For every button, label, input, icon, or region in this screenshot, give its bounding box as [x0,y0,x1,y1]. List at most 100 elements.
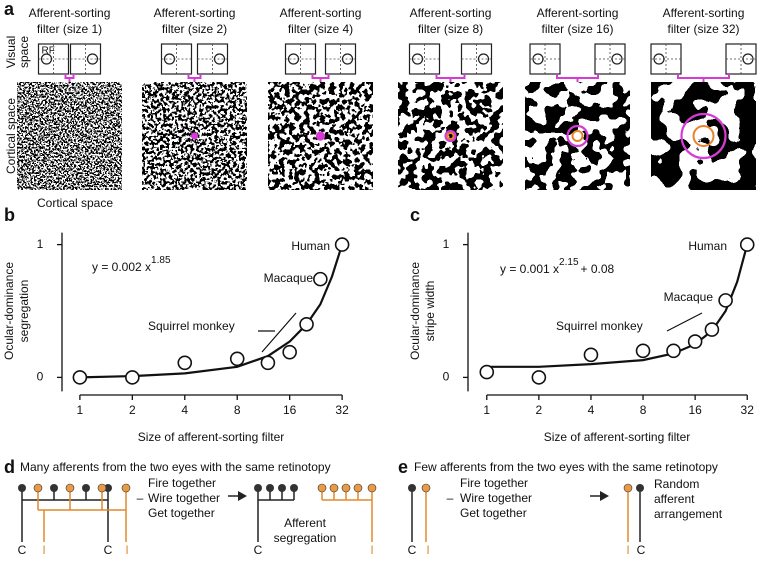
cortical-space-label: Cortical space [4,98,18,174]
data-point [125,370,140,385]
species-label: Human [291,239,330,253]
equation-text: y = 0.002 x [92,260,151,274]
x-tick-label: 2 [536,403,543,417]
rf-cross [726,44,756,74]
equation-text: y = 0.001 x [500,262,559,276]
panel-title: Many afferents from the two eyes with th… [20,460,331,474]
rf-cross [409,44,440,74]
x-tick-label: 8 [640,403,647,417]
eye-label: C [408,543,417,557]
filter-title: Afferent-sorting [154,6,236,20]
x-axis-label: Size of afferent-sorting filter [544,430,691,444]
afferent-diagram [408,483,644,542]
filter-ring [444,129,457,143]
leader-line [666,312,703,332]
equation: y = 0.002 x1.85 [92,255,171,275]
filter-ring [566,124,589,148]
x-tick-label: 4 [181,403,188,417]
data-point [260,355,276,371]
rf-cross [595,44,625,74]
eye-label: I [370,543,373,557]
result-text: segregation [274,531,337,545]
dash: – [447,491,454,505]
result-text: Random [654,477,699,491]
rf-label: RF [42,46,55,57]
x-tick-label: 1 [483,403,490,417]
species-label: Macaque [664,290,714,304]
filter-title: Afferent-sorting [29,6,111,20]
rf-cross [530,44,560,74]
visual-space-label: space [17,36,31,68]
y-axis-label: Ocular-dominance [2,262,16,360]
leader-line [258,312,297,353]
connector [64,74,75,82]
y-tick-label: 1 [443,237,450,251]
eye-label: C [104,543,113,557]
rule-text: Wire together [460,491,532,505]
filter-title: Afferent-sorting [663,6,745,20]
rf-circle [213,53,226,65]
filter-ring [680,112,727,160]
dash: – [137,491,144,505]
panel-letter: e [398,457,408,477]
rule-text: Fire together [148,476,216,490]
data-point [72,370,88,385]
y-tick-label: 0 [37,370,44,384]
rule-text: Wire together [148,491,220,505]
rf-circle [611,53,623,65]
data-point [531,370,547,385]
filter-title: filter (size 1) [37,22,102,36]
data-point [479,364,495,380]
rf-circle [341,53,354,65]
rf-cross [285,44,316,74]
rf-cross [38,44,69,74]
rf-cross [651,44,681,74]
filter-title: filter (size 8) [418,22,483,36]
rf-circle [40,53,53,65]
rf-circle [477,53,490,65]
eye-label: I [42,543,45,557]
x-tick-label: 8 [234,403,241,417]
y-axis-label: Ocular-dominance [408,262,422,360]
y-tick-label: 1 [37,237,44,251]
equation-suffix: + 0.08 [581,262,615,276]
equation-exponent: 1.85 [151,255,171,266]
rf-ring [692,125,715,147]
rf-circle [411,53,424,65]
filter-ring [190,132,199,140]
filter-title: filter (size 16) [541,22,613,36]
connector [556,74,599,82]
eye-label: C [18,543,27,557]
eye-label: I [426,543,429,557]
rule-text: Get together [148,506,215,520]
result-text: afferent [654,492,695,506]
filter-ring [315,131,326,141]
rf-cross [325,44,356,74]
rf-cross [161,44,192,74]
equation-exponent: 2.15 [559,257,579,268]
filter-title: Afferent-sorting [280,6,362,20]
data-point [177,355,193,371]
x-tick-label: 16 [283,403,297,417]
rf-circle [86,53,99,65]
rf-circle [532,53,544,65]
filter-title: filter (size 32) [667,22,739,36]
result-text: Afferent [284,516,326,530]
visual-space-label: Visual [4,36,18,68]
filter-title: filter (size 4) [288,22,353,36]
eye-label: I [626,543,629,557]
cortical-map [525,82,630,190]
y-tick-label: 0 [443,370,450,384]
data-point [635,343,651,359]
species-label: Macaque [264,271,314,285]
data-point [687,334,703,349]
rf-circle [287,53,300,65]
y-axis-label: segregation [17,280,31,343]
cortical-map [17,82,122,190]
data-point [739,237,755,252]
rf-ring [446,132,455,140]
data-point [299,316,314,332]
data-point [718,293,733,308]
filter-title: Afferent-sorting [537,6,619,20]
afferent-diagram [18,483,377,542]
